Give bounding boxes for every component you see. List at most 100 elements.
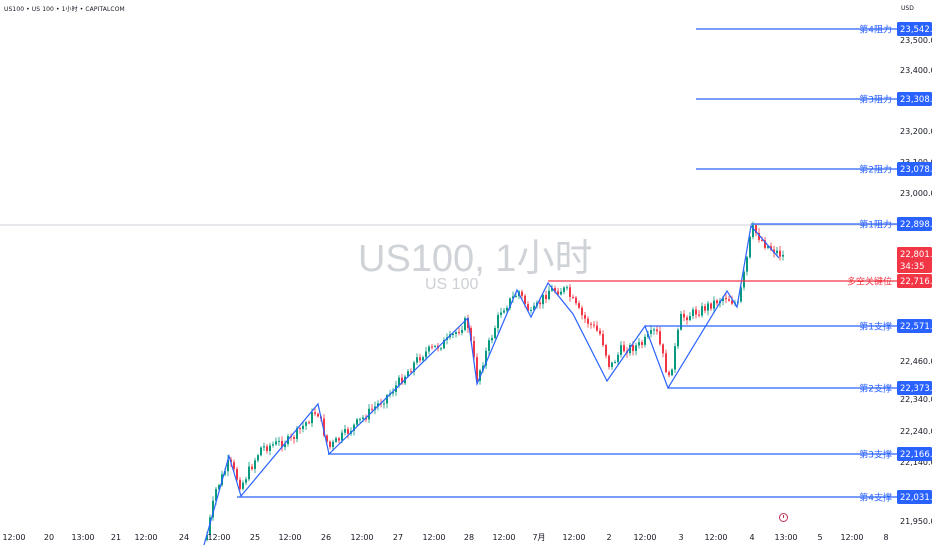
level-price-text: 22,166.4: [900, 450, 932, 460]
candle-body: [239, 479, 241, 489]
candle-body: [671, 369, 673, 376]
candle-body: [758, 232, 760, 240]
candle-body: [434, 345, 436, 347]
candle-body: [347, 429, 349, 434]
price-tick-label: 22,240.0: [900, 427, 932, 436]
candle-body: [371, 408, 373, 410]
candle-body: [260, 447, 262, 456]
time-tick-label: 12:00: [562, 533, 585, 542]
time-tick-label: 26: [321, 533, 331, 542]
time-tick-label: 13:00: [71, 533, 94, 542]
level-price-tag: 23,308.2: [897, 92, 932, 106]
candle-body: [575, 297, 577, 304]
time-tick-label: 12:00: [704, 533, 727, 542]
candle-body: [269, 445, 271, 451]
candle-body: [440, 348, 442, 350]
candle-body: [710, 303, 712, 309]
level-price-tag: 22,898.9: [897, 217, 932, 231]
candle-body: [332, 441, 334, 448]
candle-body: [215, 489, 217, 501]
candle-body: [632, 345, 634, 352]
candle-body: [212, 500, 214, 518]
candle-body: [458, 332, 460, 334]
candle-body: [701, 306, 703, 316]
candle-body: [668, 372, 670, 376]
candle-body: [545, 295, 547, 300]
candle-body: [548, 290, 550, 300]
candle-body: [539, 302, 541, 305]
level-price-text: 22,031.0: [900, 493, 932, 503]
level-price-text: 22,898.9: [900, 220, 932, 230]
candle-body: [665, 353, 667, 373]
candle-body: [497, 314, 499, 329]
time-tick-label: 12:00: [492, 533, 515, 542]
candle-body: [611, 362, 613, 367]
candle-body: [542, 295, 544, 305]
candle-body: [362, 417, 364, 419]
candle-body: [773, 249, 775, 254]
candle-body: [356, 419, 358, 425]
level-price-tag-bg: [897, 274, 932, 288]
candle-body: [608, 355, 610, 367]
candle-body: [485, 350, 487, 366]
candle-body: [473, 340, 475, 358]
candle-body: [248, 466, 250, 480]
candle-body: [761, 239, 763, 241]
candle-body: [770, 246, 772, 250]
candle-body: [602, 333, 604, 346]
candle-body: [782, 254, 784, 257]
level-price-tag: 22,031.0: [897, 490, 932, 504]
time-axis[interactable]: 12:00 20 13:00 21 12:00 24 12:00 25 12:00 26 12:00…: [2, 533, 888, 542]
level-label: 第3阻力: [859, 94, 892, 106]
candle-body: [422, 357, 424, 361]
level-price-text: 22,373.7: [900, 384, 932, 394]
candle-body: [329, 441, 331, 448]
candle-body: [278, 440, 280, 442]
time-tick-label: 12:00: [840, 533, 863, 542]
price-tags: 23,542.4 23,308.2 23,078.4 22,898.9 22,716.3…: [897, 22, 932, 504]
candle-body: [509, 298, 511, 308]
candle-body: [569, 287, 571, 297]
candlesticks: [206, 221, 784, 542]
price-tick-label: 21,950.0: [900, 517, 932, 526]
candle-body: [374, 406, 376, 410]
candle-body: [254, 460, 256, 469]
candle-body: [677, 329, 679, 347]
candle-body: [413, 362, 415, 372]
level-price-tag: 22,571.7: [897, 319, 932, 333]
level-price-tag-bg: [897, 92, 932, 106]
candle-body: [428, 346, 430, 352]
candle-body: [704, 306, 706, 311]
candle-body: [752, 225, 754, 238]
time-tick-label: 20: [44, 533, 54, 542]
candle-body: [767, 246, 769, 248]
candle-body: [296, 428, 298, 439]
time-tick-label: 12:00: [422, 533, 445, 542]
candle-body: [257, 455, 259, 461]
candle-body: [530, 310, 532, 312]
candle-body: [554, 288, 556, 292]
candle-body: [272, 444, 274, 446]
candle-body: [323, 418, 325, 436]
candle-body: [242, 482, 244, 489]
time-tick-label: 27: [393, 533, 403, 542]
level-price-tag-bg: [897, 447, 932, 461]
candle-body: [275, 441, 277, 445]
candle-body: [731, 300, 733, 304]
candle-body: [656, 329, 658, 332]
level-price-tag: 23,078.4: [897, 162, 932, 176]
candle-body: [557, 291, 559, 295]
candle-body: [698, 314, 700, 316]
timezone-clock-icon[interactable]: [779, 513, 788, 522]
candle-body: [206, 534, 208, 540]
time-tick-label: 5: [817, 533, 822, 542]
candle-body: [482, 365, 484, 371]
current-price-tag: 22,801.7 34:35: [897, 247, 932, 273]
countdown-text: 34:35: [900, 262, 925, 272]
level-price-tag: 22,716.3: [897, 274, 932, 288]
level-price-text: 23,308.2: [900, 95, 932, 105]
time-tick-label: 2: [606, 533, 611, 542]
candle-body: [308, 422, 310, 424]
